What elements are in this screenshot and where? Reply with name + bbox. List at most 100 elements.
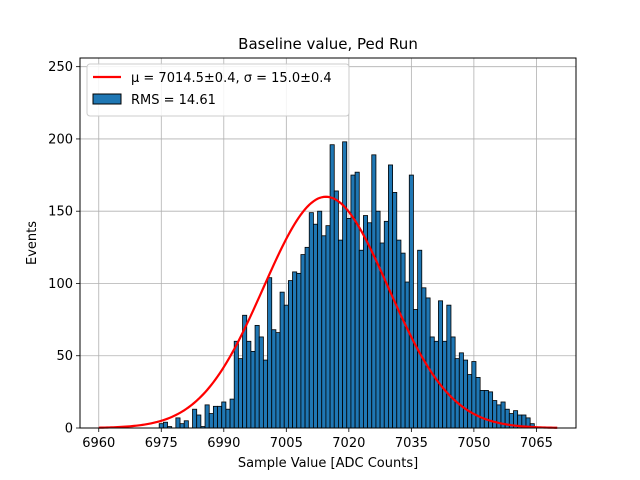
- histogram-bar: [283, 304, 289, 429]
- histogram-bar: [221, 401, 227, 429]
- histogram-bar: [442, 340, 448, 429]
- plot-frame: [79, 57, 577, 429]
- histogram-bar: [404, 281, 410, 429]
- histogram-bar: [375, 210, 381, 429]
- histogram-bar: [463, 359, 469, 429]
- histogram-bar: [254, 324, 260, 429]
- x-tick-label: 7065: [520, 436, 553, 451]
- histogram-bar: [288, 280, 293, 429]
- histogram-bar: [408, 174, 414, 429]
- x-axis-label: Sample Value [ADC Counts]: [238, 456, 418, 471]
- histogram-bar: [262, 359, 268, 429]
- y-tick-label: 0: [65, 422, 73, 437]
- histogram-bar: [158, 423, 164, 429]
- legend-fit-label: μ = 7014.5±0.4, σ = 15.0±0.4: [131, 71, 332, 86]
- y-tick-label: 100: [48, 277, 73, 292]
- histogram-bar: [204, 404, 210, 429]
- histogram-bar: [333, 190, 339, 429]
- histogram-bar: [317, 210, 323, 429]
- histogram-bar: [175, 417, 181, 429]
- histogram-bar: [183, 420, 189, 429]
- histogram-bar: [488, 391, 494, 429]
- histogram-bar: [371, 154, 377, 429]
- histogram-bar: [229, 398, 235, 429]
- histogram-bar: [438, 300, 444, 429]
- x-tick-label: 6960: [82, 436, 115, 451]
- histogram-bar: [458, 352, 464, 429]
- y-axis-ticks: 0 50 100 150 200 250: [48, 60, 80, 437]
- histogram-bar: [237, 358, 243, 429]
- histogram-bar: [396, 239, 402, 429]
- histogram-bar: [179, 423, 185, 429]
- histogram-bar: [217, 405, 223, 429]
- histogram-bar: [392, 192, 398, 429]
- histogram-bar: [196, 414, 202, 429]
- histogram-bar: [417, 249, 423, 429]
- histogram-bar: [383, 220, 389, 429]
- histogram-bar: [233, 340, 239, 429]
- histogram-bar: [296, 272, 302, 429]
- histogram-bar: [483, 390, 489, 429]
- histogram-bar: [292, 271, 298, 429]
- histogram-bar: [208, 413, 214, 429]
- histogram-bar: [471, 361, 477, 429]
- histogram-bar: [400, 252, 406, 429]
- legend: μ = 7014.5±0.4, σ = 15.0±0.4 RMS = 14.61: [86, 63, 350, 117]
- histogram-bar: [300, 254, 306, 429]
- histogram-bar: [433, 340, 439, 429]
- histogram-bar: [413, 309, 419, 429]
- histogram-bar: [329, 144, 335, 429]
- y-tick-label: 50: [56, 349, 73, 364]
- x-tick-label: 7020: [332, 436, 365, 451]
- histogram-bar: [479, 390, 485, 429]
- histogram-bar: [429, 336, 435, 429]
- legend-hist-label: RMS = 14.61: [131, 93, 216, 108]
- x-tick-label: 6990: [207, 436, 240, 451]
- histogram-bar: [308, 212, 314, 429]
- histogram-bar: [279, 291, 285, 429]
- y-tick-label: 200: [48, 132, 73, 147]
- y-tick-label: 250: [48, 60, 73, 75]
- histogram-bar: [492, 400, 498, 429]
- y-axis-label: Events: [25, 221, 40, 265]
- histogram-bar: [475, 377, 481, 429]
- x-tick-label: 7050: [457, 436, 490, 451]
- histogram-bar: [325, 225, 331, 429]
- histogram-bar: [496, 404, 502, 429]
- histogram-bar: [358, 249, 364, 429]
- x-axis-ticks: 6960 6975 6990 7005 7020 7035 7050 7065: [82, 428, 553, 451]
- x-tick-label: 7005: [270, 436, 303, 451]
- histogram-bar: [446, 304, 452, 429]
- histogram-bar: [321, 235, 327, 429]
- x-tick-label: 6975: [145, 436, 178, 451]
- chart-title: Baseline value, Ped Run: [238, 35, 418, 53]
- histogram-bar: [250, 350, 256, 429]
- histogram-bar: [246, 340, 252, 429]
- histogram-bar: [192, 408, 198, 429]
- histogram-bar: [450, 336, 456, 429]
- legend-box: [86, 63, 350, 117]
- histogram-bar: [454, 358, 460, 429]
- histogram-bar: [267, 277, 273, 429]
- gaussian-fit-curve: [98, 195, 558, 429]
- histogram-bar: [354, 171, 360, 429]
- histogram-bar: [271, 329, 277, 429]
- histogram-bar: [162, 421, 168, 429]
- histogram-bar: [350, 174, 356, 429]
- histogram-bar: [304, 246, 310, 429]
- histogram-bar: [342, 141, 348, 429]
- histogram-bar: [346, 218, 352, 429]
- y-tick-label: 150: [48, 205, 73, 220]
- histogram-bar: [212, 405, 218, 429]
- histogram-bar: [467, 374, 473, 429]
- histogram-bar: [313, 223, 318, 429]
- legend-hist-swatch: [92, 93, 122, 105]
- histogram-bar: [258, 336, 264, 429]
- histogram-bar: [275, 332, 281, 429]
- histogram-bar: [338, 239, 343, 429]
- histogram-bar: [367, 222, 373, 429]
- x-tick-label: 7035: [395, 436, 428, 451]
- histogram-bar: [225, 408, 231, 429]
- histogram-bar: [363, 215, 368, 429]
